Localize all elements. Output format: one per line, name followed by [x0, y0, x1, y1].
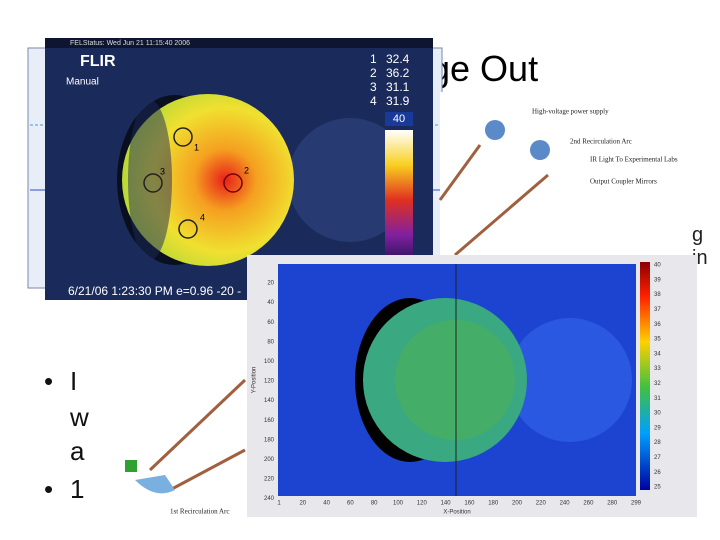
- diagram-label: IR Light To Experimental Labs: [590, 156, 678, 164]
- y-tick-label: 160: [264, 418, 275, 424]
- bullet-dot: •: [44, 366, 54, 396]
- y-tick-label: 180: [264, 437, 275, 443]
- y-tick-label: 200: [264, 457, 275, 463]
- x-tick-label: 160: [464, 501, 475, 507]
- colorbar-tick-label: 28: [654, 440, 661, 446]
- camera-mode: Manual: [66, 77, 99, 88]
- colorbar-tick-label: 36: [654, 322, 661, 328]
- intensity-plot: [247, 255, 697, 517]
- y-tick-label: 220: [264, 477, 275, 483]
- colorbar-tick-label: 26: [654, 470, 661, 476]
- diagram-label: High-voltage power supply: [532, 108, 609, 116]
- reading-id: 1: [370, 52, 377, 66]
- colorbar-tick-label: 32: [654, 381, 661, 387]
- diagram-label: Output Coupler Mirrors: [590, 178, 657, 186]
- bullet-text: 1: [70, 474, 85, 504]
- slide-title: ge Out: [430, 48, 539, 89]
- x-tick-label: 20: [299, 501, 306, 507]
- reading-value: 36.2: [386, 66, 410, 80]
- diagram-label: 1st Recirculation Arc: [170, 508, 229, 516]
- x-tick-label: 140: [441, 501, 452, 507]
- y-tick-label: 20: [267, 281, 274, 287]
- y-tick-label: 100: [264, 359, 275, 365]
- x-tick-label: 200: [512, 501, 523, 507]
- colorbar-tick-label: 31: [654, 396, 661, 402]
- x-tick-label: 260: [583, 501, 594, 507]
- x-tick-label: 60: [347, 501, 354, 507]
- x-tick-label: 299: [631, 501, 642, 507]
- y-tick-label: 60: [267, 320, 274, 326]
- x-tick-label: 40: [323, 501, 330, 507]
- colorbar-tick-label: 37: [654, 307, 661, 313]
- colorbar-tick-label: 40: [654, 263, 661, 269]
- diagram-label: 2nd Recirculation Arc: [570, 138, 632, 146]
- reading-id: 4: [370, 94, 377, 108]
- camera-brand: FLIR: [80, 53, 116, 70]
- colorbar-tick-label: 30: [654, 411, 661, 417]
- scale-max: 40: [393, 113, 405, 125]
- marker-label: 2: [244, 165, 249, 175]
- camera-header: FELStatus: Wed Jun 21 11:15:40 2006: [70, 40, 190, 47]
- y-tick-label: 140: [264, 398, 275, 404]
- colorbar-tick-label: 38: [654, 292, 661, 298]
- y-tick-label: 120: [264, 379, 275, 385]
- colorbar-tick-label: 25: [654, 485, 661, 491]
- x-tick-label: 1: [277, 501, 281, 507]
- bullet-text: w: [70, 402, 89, 432]
- x-tick-label: 240: [560, 501, 571, 507]
- y-tick-label: 40: [267, 300, 274, 306]
- colorbar-tick-label: 29: [654, 425, 661, 431]
- colorbar-tick-label: 27: [654, 455, 661, 461]
- y-tick-label: 240: [264, 496, 275, 502]
- reading-value: 31.1: [386, 80, 410, 94]
- bullet-text: a: [70, 436, 85, 466]
- marker-label: 4: [200, 212, 205, 222]
- marker-label: 1: [194, 142, 199, 152]
- x-tick-label: 80: [371, 501, 378, 507]
- colorbar-tick-label: 34: [654, 351, 661, 357]
- x-tick-label: 280: [607, 501, 618, 507]
- x-axis-label: X-Position: [443, 510, 470, 516]
- accelerator-diagram: [125, 92, 690, 494]
- colorbar-tick-label: 33: [654, 366, 661, 372]
- y-tick-label: 80: [267, 339, 274, 345]
- reading-id: 2: [370, 66, 377, 80]
- camera-footer: 6/21/06 1:23:30 PM e=0.96 -20 -: [68, 284, 241, 298]
- bullet-text: I: [70, 366, 78, 396]
- y-axis-label: Y-Position: [252, 367, 258, 394]
- colorbar-tick-label: 35: [654, 337, 661, 343]
- x-tick-label: 220: [536, 501, 547, 507]
- x-tick-label: 120: [417, 501, 428, 507]
- reading-value: 31.9: [386, 94, 410, 108]
- colorbar-tick-label: 39: [654, 277, 661, 283]
- x-tick-label: 100: [393, 501, 404, 507]
- bullet-dot: •: [44, 474, 54, 504]
- reading-value: 32.4: [386, 52, 410, 66]
- reading-id: 3: [370, 80, 377, 94]
- marker-label: 3: [160, 166, 165, 176]
- x-tick-label: 180: [488, 501, 499, 507]
